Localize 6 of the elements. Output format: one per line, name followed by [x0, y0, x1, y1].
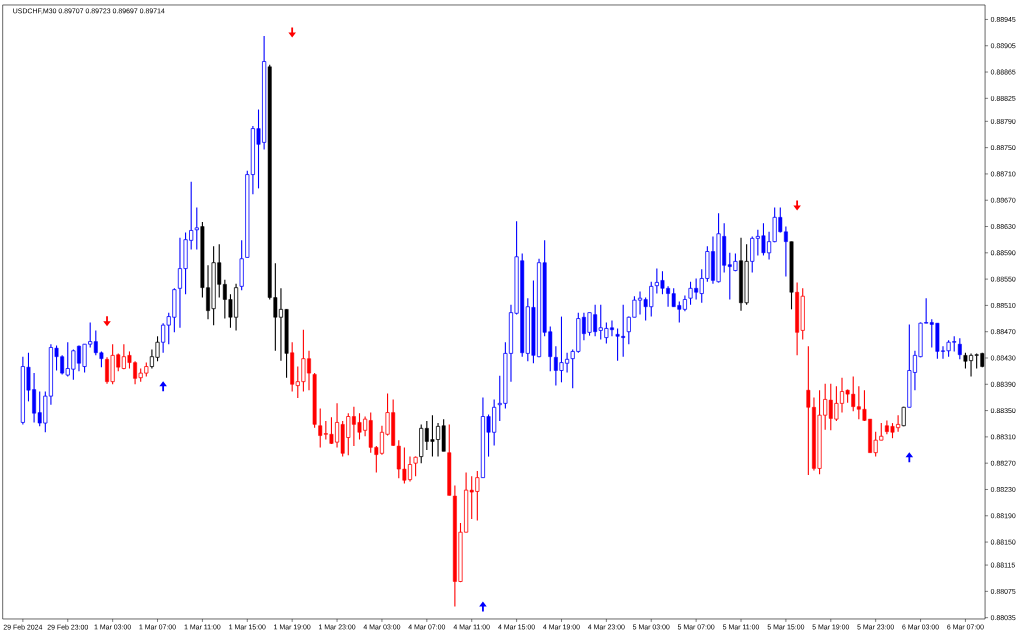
point	[793, 200, 801, 211]
candlestick	[194, 206, 199, 251]
point	[103, 316, 111, 327]
candlestick	[957, 337, 962, 360]
point	[159, 381, 167, 392]
point	[905, 452, 914, 463]
